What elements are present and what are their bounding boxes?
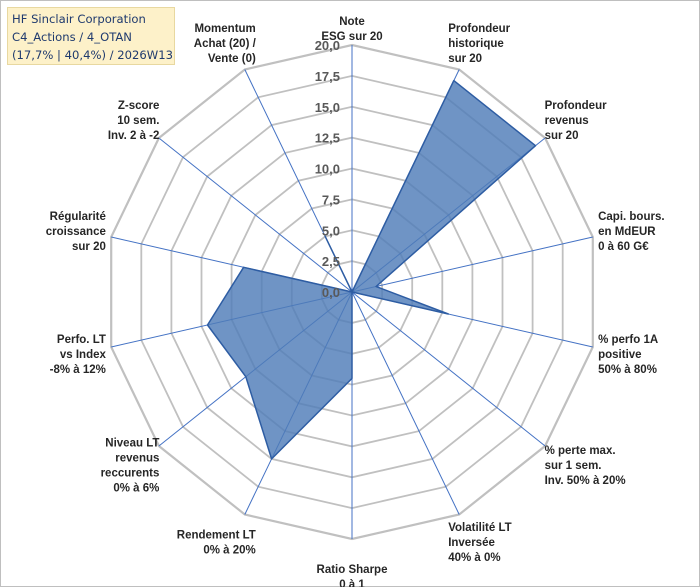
chart-title-stats: (17,7% | 40,4%) / 2026W13 — [12, 48, 173, 62]
axis-label-line: sur 1 sem. — [545, 460, 602, 472]
axis-label-line: 0% à 20% — [203, 545, 255, 557]
tick-label: 17,5 — [315, 69, 340, 84]
tick-label: 7,5 — [322, 192, 340, 207]
axis-label-line: Ratio Sharpe — [317, 564, 388, 576]
radar-area — [206, 79, 537, 460]
chart-title-category: C4_Actions / 4_OTAN — [12, 30, 132, 44]
axis-label-line: sur 20 — [545, 130, 579, 142]
axis-label-line: reccurents — [101, 468, 160, 480]
axis-label: Z-score 10 sem. Inv. 2 à -2 — [108, 100, 160, 142]
axis-label-line: sur 20 — [72, 241, 106, 253]
axis-label-line: 10 sem. — [117, 115, 159, 127]
axis-label-line: Rendement LT — [177, 530, 256, 542]
axis-label-line: -8% à 12% — [50, 364, 106, 376]
axis-spoke — [351, 291, 546, 447]
axis-label-line: % perte max. — [545, 445, 616, 457]
axis-label-line: 40% à 0% — [448, 552, 500, 564]
axis-label-line: 0% à 6% — [113, 483, 159, 495]
axis-spoke — [351, 236, 593, 293]
axis-label-line: Momentum — [194, 23, 255, 35]
axis-label: Profondeur revenus sur 20 — [545, 100, 607, 142]
axis-label-line: Volatilité LT — [448, 522, 511, 534]
axis-label-line: Profondeur — [448, 23, 510, 35]
axis-label: % perte max. sur 1 sem. Inv. 50% à 20% — [545, 445, 626, 487]
axis-label-line: 0 à 60 G€ — [598, 241, 649, 253]
tick-label: 5,0 — [322, 223, 340, 238]
chart-title-company: HF Sinclair Corporation — [12, 12, 146, 26]
axis-label: Note ESG sur 20 — [321, 16, 382, 43]
axis-label: Rendement LT 0% à 20% — [177, 530, 256, 557]
tick-label: 2,5 — [322, 254, 340, 269]
axis-label-line: sur 20 — [448, 53, 482, 65]
tick-label: 12,5 — [315, 131, 340, 146]
axis-label: % perfo 1A positive 50% à 80% — [598, 334, 658, 376]
tick-label: 20,0 — [315, 38, 340, 53]
axis-label: Régularité croissance sur 20 — [46, 211, 106, 253]
axis-label-line: revenus — [545, 115, 589, 127]
axis-label-line: Profondeur — [545, 100, 607, 112]
axis-label-line: Capi. bours. — [598, 211, 664, 223]
axis-label-line: Inv. 2 à -2 — [108, 130, 160, 142]
chart-title-box: HF Sinclair Corporation C4_Actions / 4_O… — [7, 7, 175, 65]
tick-label: 0,0 — [322, 285, 340, 300]
axis-spoke — [158, 137, 353, 293]
axis-label-line: Perfo. LT — [57, 334, 106, 346]
axis-label-line: en MdEUR — [598, 226, 656, 238]
axis-label-line: revenus — [115, 453, 159, 465]
axis-spoke — [351, 291, 460, 515]
radar-tick-labels: 0,0 2,5 5,0 7,5 10,0 12,5 15,0 17,5 20,0 — [315, 38, 340, 300]
axis-label-line: 0 à 1 — [339, 579, 365, 587]
axis-label-line: 50% à 80% — [598, 364, 657, 376]
axis-label: Momentum Achat (20) / Vente (0) — [194, 23, 257, 65]
axis-label-line: Niveau LT — [105, 438, 159, 450]
axis-label-line: Régularité — [50, 211, 106, 223]
axis-label-line: positive — [598, 349, 641, 361]
axis-label-line: vs Index — [60, 349, 107, 361]
axis-label-line: Inv. 50% à 20% — [545, 475, 626, 487]
axis-label: Profondeur historique sur 20 — [448, 23, 510, 65]
axis-label-line: croissance — [46, 226, 106, 238]
axis-label-line: ESG sur 20 — [321, 31, 382, 43]
axis-label-line: Achat (20) / — [194, 38, 257, 50]
axis-label: Perfo. LT vs Index -8% à 12% — [50, 334, 107, 376]
axis-label-line: historique — [448, 38, 504, 50]
axis-label-line: % perfo 1A — [598, 334, 658, 346]
axis-label-line: Z-score — [118, 100, 160, 112]
series-area — [206, 79, 537, 460]
axis-label: Ratio Sharpe 0 à 1 — [317, 564, 388, 587]
radar-axis-labels: Note ESG sur 20 Profondeur historique sur 20… — [46, 16, 665, 587]
tick-label: 10,0 — [315, 162, 340, 177]
axis-label-line: Vente (0) — [208, 53, 256, 65]
axis-label: Capi. bours. en MdEUR 0 à 60 G€ — [598, 211, 664, 253]
axis-label-line: Note — [339, 16, 365, 28]
tick-label: 15,0 — [315, 100, 340, 115]
axis-label-line: Inversée — [448, 537, 495, 549]
axis-label: Niveau LT revenus reccurents 0% à 6% — [101, 438, 160, 495]
axis-label: Volatilité LT Inversée 40% à 0% — [448, 522, 511, 564]
